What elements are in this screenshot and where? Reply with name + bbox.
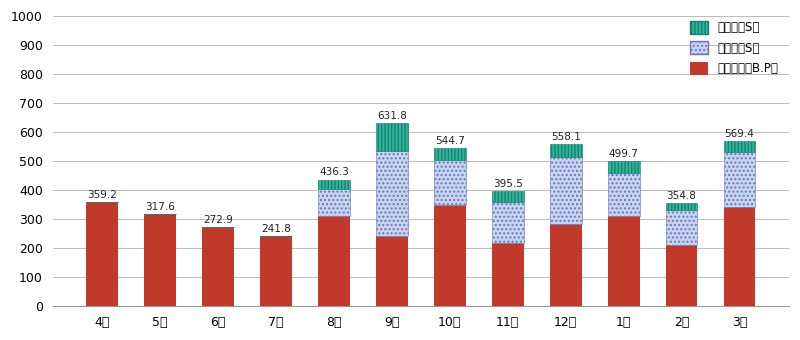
Bar: [492, 202, 524, 243]
Bar: [492, 243, 524, 306]
Bar: [666, 210, 698, 245]
Bar: [434, 148, 466, 160]
Text: 558.1: 558.1: [550, 132, 581, 142]
Bar: [723, 207, 755, 306]
Bar: [608, 161, 639, 173]
Bar: [144, 214, 176, 306]
Bar: [608, 173, 639, 216]
Bar: [723, 152, 755, 207]
Text: 241.8: 241.8: [261, 224, 291, 234]
Bar: [202, 227, 234, 306]
Bar: [376, 151, 408, 236]
Bar: [608, 216, 639, 306]
Text: 359.2: 359.2: [87, 190, 117, 200]
Text: 436.3: 436.3: [319, 167, 349, 177]
Text: 499.7: 499.7: [609, 149, 638, 159]
Bar: [376, 123, 408, 151]
Bar: [86, 202, 118, 306]
Legend: 大木町（S）, 筑後市（S）, 大牟田市（B.P）: 大木町（S）, 筑後市（S）, 大牟田市（B.P）: [686, 16, 783, 80]
Text: 354.8: 354.8: [666, 191, 697, 201]
Bar: [318, 189, 350, 216]
Bar: [550, 144, 582, 157]
Text: 317.6: 317.6: [145, 202, 175, 212]
Text: 272.9: 272.9: [203, 215, 233, 225]
Bar: [434, 205, 466, 306]
Text: 569.4: 569.4: [725, 129, 754, 139]
Bar: [550, 157, 582, 224]
Bar: [434, 160, 466, 205]
Bar: [260, 236, 292, 306]
Bar: [318, 180, 350, 189]
Bar: [550, 224, 582, 306]
Bar: [376, 236, 408, 306]
Bar: [723, 141, 755, 152]
Text: 631.8: 631.8: [377, 110, 406, 121]
Bar: [492, 191, 524, 202]
Text: 544.7: 544.7: [435, 136, 465, 146]
Bar: [666, 203, 698, 210]
Bar: [666, 245, 698, 306]
Bar: [318, 216, 350, 306]
Text: 395.5: 395.5: [493, 179, 522, 189]
